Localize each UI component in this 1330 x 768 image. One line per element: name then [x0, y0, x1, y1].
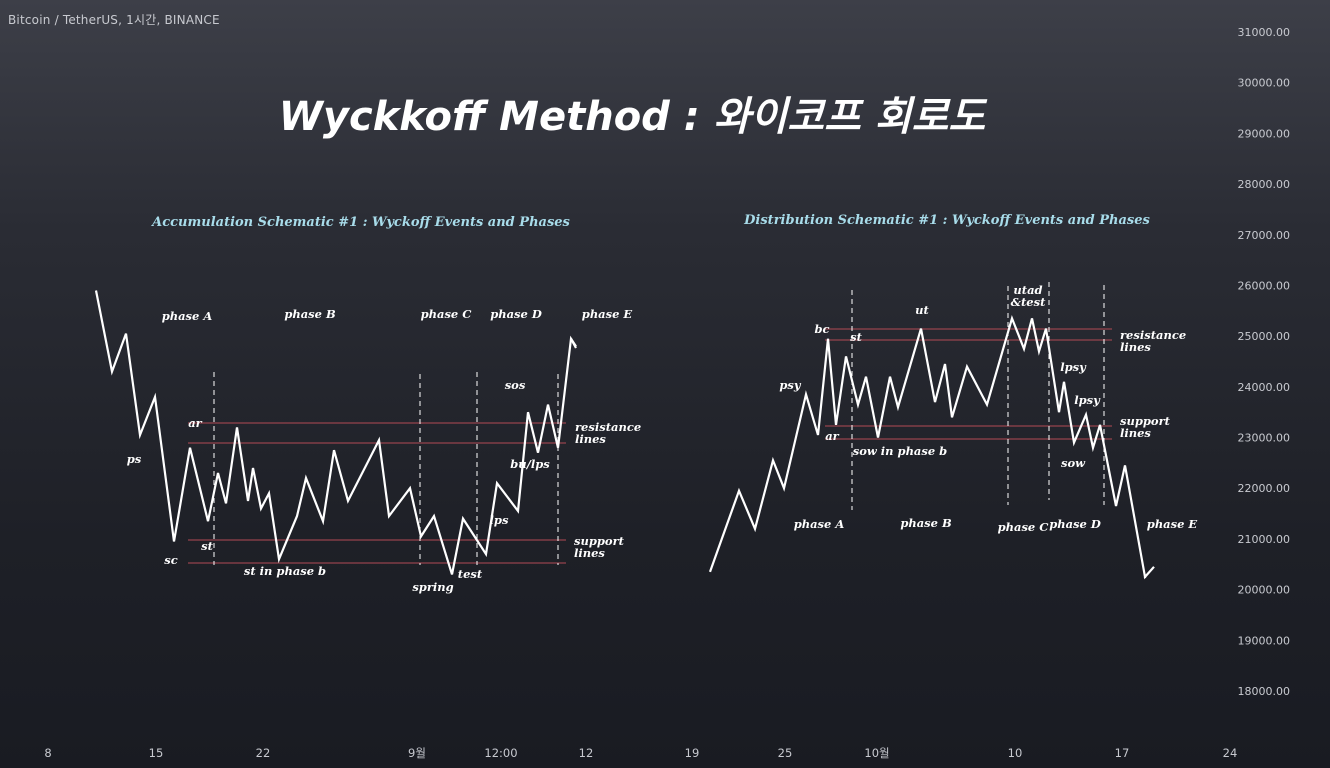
event-label: bc [814, 322, 829, 336]
event-label: st [850, 330, 862, 344]
panel-subtitle: Distribution Schematic #1 : Wyckoff Even… [743, 213, 1150, 228]
event-label: ar [825, 429, 839, 443]
event-label: psy [779, 378, 802, 392]
time-tick-label: 10 [1008, 746, 1023, 760]
price-tick-label: 28000.00 [1238, 178, 1291, 191]
time-tick-label: 17 [1115, 746, 1130, 760]
event-label: lpsy [1074, 393, 1101, 407]
price-path [94, 290, 577, 575]
event-label: lps [490, 513, 509, 527]
time-tick-label: 8 [44, 746, 51, 760]
phase-label: phase D [490, 307, 542, 321]
level-label: resistance lines [575, 420, 641, 446]
accumulation-panel: Accumulation Schematic #1 : Wyckoff Even… [94, 215, 641, 594]
price-tick-label: 18000.00 [1238, 685, 1291, 698]
event-label: ar [188, 416, 202, 430]
phase-label: phase B [284, 307, 336, 321]
phase-label: phase A [162, 309, 213, 323]
phase-label: phase E [582, 307, 633, 321]
time-tick-label: 25 [778, 746, 793, 760]
event-label: st [201, 539, 213, 553]
event-label: ps [127, 452, 142, 466]
time-tick-label: 10월 [864, 746, 889, 760]
time-tick-label: 12:00 [484, 746, 517, 760]
phase-label: phase E [1147, 517, 1198, 531]
price-tick-label: 24000.00 [1238, 381, 1291, 394]
time-tick-label: 19 [685, 746, 700, 760]
event-label: spring [412, 580, 453, 594]
phase-label: phase D [1049, 517, 1101, 531]
price-tick-label: 26000.00 [1238, 279, 1291, 292]
price-tick-label: 22000.00 [1238, 482, 1291, 495]
time-tick-label: 15 [149, 746, 164, 760]
event-label: lpsy [1060, 360, 1087, 374]
symbol-label: Bitcoin / TetherUS, 1시간, BINANCE [8, 13, 220, 27]
event-label: ut [915, 303, 929, 317]
price-tick-label: 19000.00 [1238, 634, 1291, 647]
phase-label: phase A [794, 517, 845, 531]
event-label: st in phase b [244, 564, 326, 578]
event-label: sos [505, 378, 526, 392]
price-tick-label: 25000.00 [1238, 330, 1291, 343]
time-axis[interactable]: 8 15 22 9월 12:00 12 19 25 10월 10 17 24 [44, 746, 1237, 760]
time-tick-label: 12 [579, 746, 594, 760]
price-tick-label: 31000.00 [1238, 26, 1291, 39]
event-label: sc [164, 553, 177, 567]
phase-label: phase B [900, 516, 952, 530]
distribution-panel: Distribution Schematic #1 : Wyckoff Even… [708, 213, 1198, 580]
price-tick-label: 29000.00 [1238, 127, 1291, 140]
chart-title: Wyckkoff Method : 와이코프 회로도 [279, 94, 988, 140]
phase-label: phase C [421, 307, 473, 321]
phase-label: phase C [998, 520, 1050, 534]
event-label: sow in phase b [853, 444, 947, 458]
time-tick-label: 24 [1223, 746, 1238, 760]
price-tick-label: 27000.00 [1238, 229, 1291, 242]
trend-arrow-head [570, 338, 577, 349]
time-tick-label: 9월 [408, 746, 426, 760]
price-axis[interactable]: 31000.00 30000.00 29000.00 28000.00 27000.00… [1238, 26, 1291, 698]
event-label: test [458, 567, 483, 581]
level-label: support lines [574, 534, 625, 560]
price-tick-label: 23000.00 [1238, 432, 1291, 445]
event-label: utad &test [1011, 283, 1046, 309]
event-label: sow [1061, 456, 1086, 470]
panel-subtitle: Accumulation Schematic #1 : Wyckoff Even… [150, 215, 570, 230]
level-label: support lines [1120, 414, 1171, 440]
event-label: bu/lps [510, 457, 550, 471]
level-label: resistance lines [1120, 328, 1186, 354]
price-tick-label: 20000.00 [1238, 584, 1291, 597]
price-tick-label: 21000.00 [1238, 533, 1291, 546]
price-path [708, 315, 1155, 580]
price-tick-label: 30000.00 [1238, 77, 1291, 90]
time-tick-label: 22 [256, 746, 271, 760]
